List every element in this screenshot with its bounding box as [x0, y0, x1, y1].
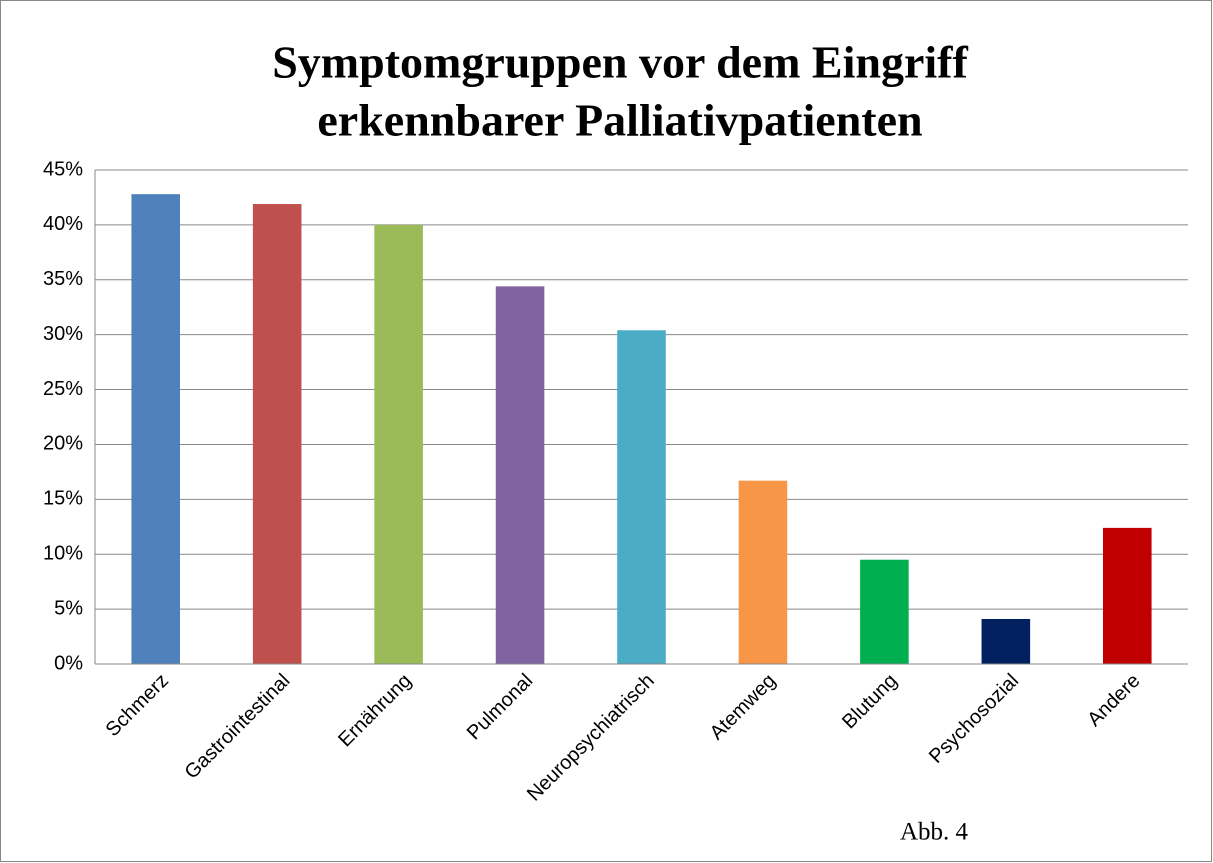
- y-tick-label: 40%: [43, 213, 83, 235]
- y-tick-label: 0%: [54, 652, 83, 674]
- bar: [131, 194, 181, 664]
- y-tick-label: 10%: [43, 543, 83, 565]
- bar: [617, 330, 666, 664]
- bar: [1102, 527, 1152, 664]
- y-tick-label: 20%: [43, 433, 83, 455]
- annotation: Abb. 4: [900, 819, 969, 846]
- bar: [252, 204, 302, 664]
- y-tick-label: 45%: [43, 158, 83, 180]
- bar: [374, 224, 423, 664]
- chart-title: erkennbarer Palliativpatienten: [317, 95, 922, 146]
- y-tick-label: 30%: [43, 323, 83, 345]
- chart-title: Symptomgruppen vor dem Eingriff: [272, 37, 968, 88]
- y-tick-label: 35%: [43, 268, 83, 290]
- y-tick-label: 5%: [54, 597, 83, 619]
- bar: [981, 618, 1031, 664]
- bar: [495, 286, 545, 664]
- y-tick-label: 15%: [43, 488, 83, 510]
- bar: [738, 480, 788, 664]
- bar: [860, 559, 909, 664]
- y-tick-label: 25%: [43, 378, 83, 400]
